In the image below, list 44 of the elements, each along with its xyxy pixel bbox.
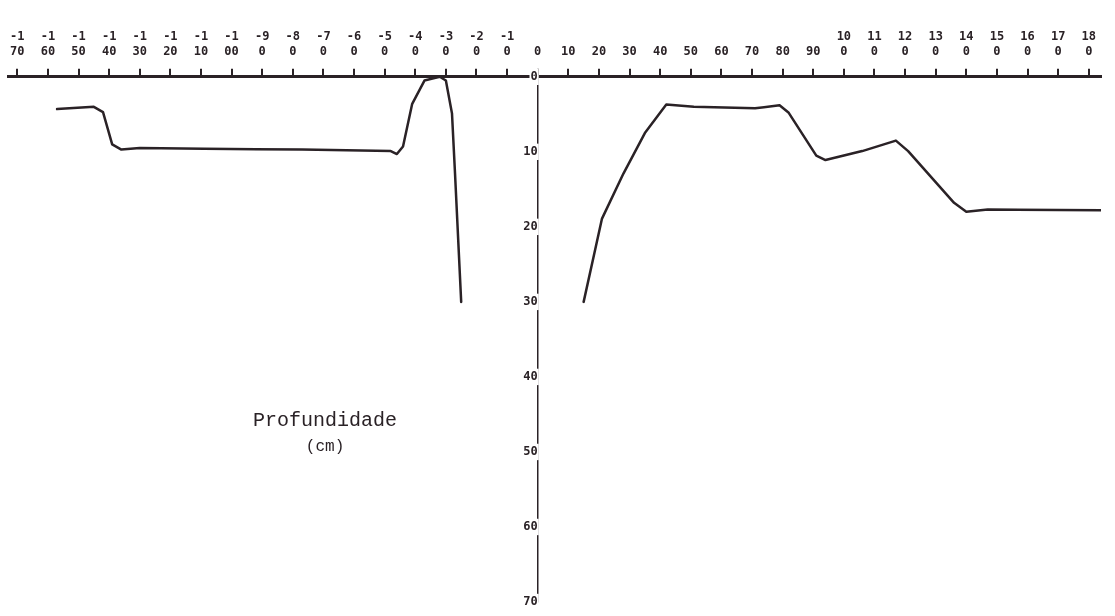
x-tick-label: -3 0 bbox=[438, 29, 454, 58]
x-tick-label: -1 40 bbox=[101, 29, 117, 58]
x-tick-label: -6 0 bbox=[346, 29, 362, 58]
y-tick-label: 30 bbox=[523, 294, 538, 309]
x-tick-label: 50 bbox=[683, 43, 699, 58]
x-tick-label: -1 70 bbox=[10, 29, 25, 58]
y-axis-title: Profundidade (cm) bbox=[253, 409, 398, 457]
y-tick-label: 10 bbox=[523, 143, 538, 158]
x-tick-label: 14 0 bbox=[959, 29, 974, 58]
y-tick-label: 60 bbox=[523, 519, 538, 534]
x-tick-label: 12 0 bbox=[897, 29, 913, 58]
x-tick-label: 16 0 bbox=[1020, 29, 1035, 58]
y-tick-label: 40 bbox=[523, 369, 538, 384]
x-tick-label: -8 0 bbox=[285, 29, 301, 58]
x-tick-label: 15 0 bbox=[989, 29, 1005, 58]
x-tick-label: -9 0 bbox=[254, 29, 270, 58]
x-tick-label: -1 10 bbox=[193, 29, 209, 58]
x-tick-label: 30 bbox=[622, 43, 637, 58]
x-tick-label: 18 0 bbox=[1081, 29, 1096, 58]
x-tick-label: -5 0 bbox=[377, 29, 392, 58]
x-tick-label: -1 30 bbox=[132, 29, 147, 58]
x-tick-label: -1 20 bbox=[163, 29, 178, 58]
x-tick-label: 10 0 bbox=[836, 29, 852, 58]
x-tick-label: 60 bbox=[714, 43, 729, 58]
y-tick-label: 0 bbox=[530, 68, 538, 83]
x-tick-label: -1 00 bbox=[224, 29, 239, 58]
x-tick-label: 17 0 bbox=[1050, 29, 1066, 58]
x-tick-label: 40 bbox=[652, 43, 668, 58]
x-tick-label: 90 bbox=[806, 43, 821, 58]
y-tick-label: 50 bbox=[523, 444, 538, 459]
x-tick-label: 13 0 bbox=[928, 29, 943, 58]
x-tick-label: -7 0 bbox=[316, 29, 331, 58]
x-tick-label: -4 0 bbox=[408, 29, 423, 58]
x-tick-label: 70 bbox=[744, 43, 760, 58]
x-tick-label: -1 0 bbox=[499, 29, 515, 58]
x-tick-label: 20 bbox=[591, 43, 607, 58]
x-tick-label: -1 60 bbox=[40, 29, 56, 58]
y-tick-label: 20 bbox=[523, 218, 538, 233]
x-tick-label: 10 bbox=[561, 43, 576, 58]
x-tick-label: -1 50 bbox=[71, 29, 86, 58]
x-tick-label: 80 bbox=[775, 43, 790, 58]
x-tick-label: 11 0 bbox=[867, 29, 882, 58]
y-tick-label: 70 bbox=[523, 594, 538, 609]
x-tick-label: -2 0 bbox=[469, 29, 484, 58]
